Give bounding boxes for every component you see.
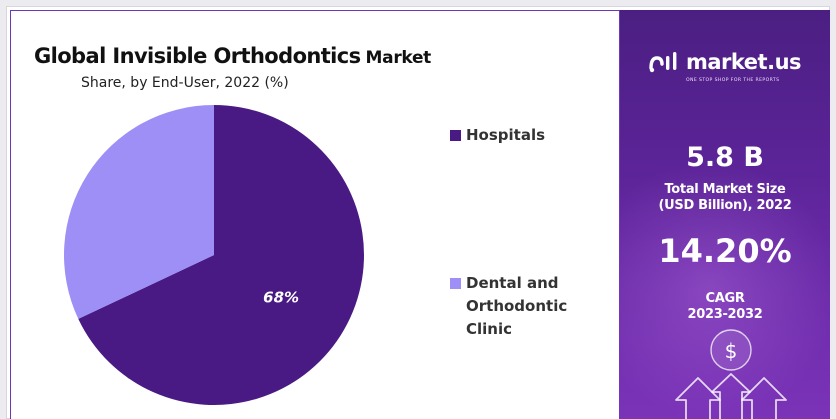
pie-data-label-0: 68%: [263, 289, 299, 307]
pie-slice-1: [64, 105, 215, 319]
brand-tagline: ONE STOP SHOP FOR THE REPORTS: [686, 78, 780, 83]
legend-label-dental-clinic: Dental and Orthodontic Clinic: [466, 274, 568, 338]
market-size-value: 5.8 B: [686, 142, 764, 173]
stats-sidebar: market.us ONE STOP SHOP FOR THE REPORTS …: [620, 10, 830, 419]
brand-name: market.us: [686, 50, 802, 74]
legend-swatch-dental-clinic: [450, 278, 461, 289]
chart-title: Global Invisible Orthodontics Market: [34, 44, 431, 68]
sidebar-glow: [620, 160, 830, 419]
legend-item-dental-clinic: Dental and Orthodontic Clinic: [450, 272, 567, 341]
dollar-symbol: $: [725, 339, 738, 363]
pie-slice-0: [78, 105, 364, 405]
market-size-label: Total Market Size (USD Billion), 2022: [658, 182, 792, 213]
cagr-value: 14.20%: [658, 232, 792, 270]
legend-label-hospitals: Hospitals: [466, 126, 546, 144]
legend-item-hospitals: Hospitals: [450, 124, 545, 147]
brand-logo: market.us: [648, 50, 802, 74]
chart-subtitle: Share, by End-User, 2022 (%): [81, 75, 289, 91]
legend-swatch-hospitals: [450, 130, 461, 141]
cagr-label: CAGR 2023-2032: [687, 291, 763, 322]
chart-title-main: Global Invisible Orthodontics: [34, 44, 361, 68]
chart-title-suffix: Market: [365, 48, 432, 68]
market-us-logo-icon: [649, 52, 677, 73]
pie-chart: 68%: [64, 105, 364, 405]
dollar-growth-arrows-icon: $: [675, 329, 787, 419]
